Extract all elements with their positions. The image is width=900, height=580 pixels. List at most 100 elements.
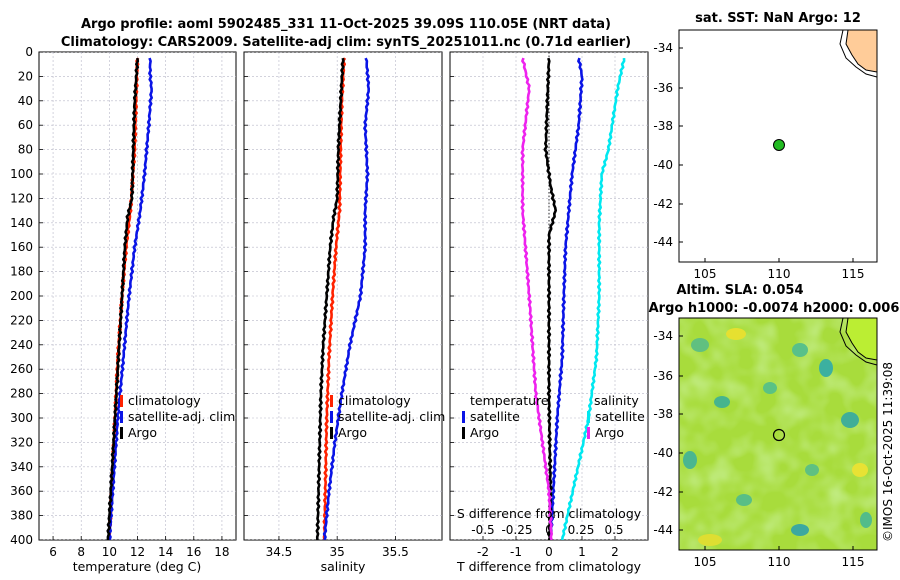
x-tick-label: 18 <box>214 545 229 559</box>
argo-float-marker-sla <box>772 428 786 442</box>
legend-s-argo: Argo <box>595 425 624 440</box>
difference-x-ticks: -2 -1 0 1 2 <box>477 545 619 559</box>
depth-tick-label: 80 <box>18 143 33 157</box>
depth-tick-label: 180 <box>10 265 33 279</box>
depth-tick-label: 340 <box>10 460 33 474</box>
temperature-lines <box>106 57 153 540</box>
salinity-grid <box>244 52 442 540</box>
depth-tick-label: 300 <box>10 411 33 425</box>
depth-tick-label: 60 <box>18 118 33 132</box>
x-tick-label: 10 <box>102 545 117 559</box>
depth-tick-label: 200 <box>10 289 33 303</box>
s-tick-label: -0.5 <box>471 523 494 537</box>
legend-climatology: climatology <box>128 393 201 408</box>
x-tick-label: -2 <box>477 545 489 559</box>
legend-temperature-title: temperature <box>470 393 549 408</box>
depth-tick-label: 140 <box>10 216 33 230</box>
sst-map-title: sat. SST: NaN Argo: 12 <box>695 11 861 26</box>
salinity-x-ticks: 34.5 35 35.5 <box>266 545 409 559</box>
legend-swatch-t-satellite <box>462 411 465 423</box>
legend-swatch-argo <box>330 427 333 439</box>
s-tick-label: -0.25 <box>501 523 532 537</box>
map-lat-label: -42 <box>653 485 673 499</box>
legend-argo: Argo <box>128 425 157 440</box>
x-tick-label: 34.5 <box>266 545 293 559</box>
depth-tick-label: 400 <box>10 533 33 547</box>
legend-swatch-t-argo <box>462 427 465 439</box>
depth-tick-label: 360 <box>10 484 33 498</box>
temperature-grid <box>39 52 236 540</box>
difference-lines <box>520 52 626 540</box>
series-temperature-argo <box>543 57 558 540</box>
legend-swatch-s-argo <box>587 427 590 439</box>
x-tick-label: 8 <box>77 545 85 559</box>
salinity-legend: climatology satellite-adj. clim Argo <box>330 393 445 440</box>
legend-satellite: satellite-adj. clim <box>338 409 445 424</box>
temperature-legend: climatology satellite-adj. clim Argo <box>120 393 235 440</box>
map-lat-label: -44 <box>653 235 673 249</box>
map-lat-label: -40 <box>653 446 673 460</box>
map-lat-label: -42 <box>653 197 673 211</box>
map-lon-label: 110 <box>768 555 791 569</box>
series-argo <box>315 57 345 540</box>
depth-tick-label: 220 <box>10 313 33 327</box>
x-tick-label: 12 <box>130 545 145 559</box>
temperature-x-ticks: 6 8 10 12 14 16 18 <box>49 545 229 559</box>
series-argo <box>106 57 140 540</box>
sla-map-ticks: 105 110 115 -34 -36 -38 -40 -42 -44 <box>653 329 864 569</box>
difference-grid <box>450 52 648 540</box>
map-lat-label: -40 <box>653 158 673 172</box>
map-lon-label: 115 <box>842 555 865 569</box>
depth-tick-label: 160 <box>10 240 33 254</box>
x-tick-label: 14 <box>158 545 173 559</box>
legend-t-argo: Argo <box>470 425 499 440</box>
x-tick-label: 35 <box>330 545 345 559</box>
map-lat-label: -34 <box>653 41 673 55</box>
map-lat-label: -34 <box>653 329 673 343</box>
depth-tick-label: 100 <box>10 167 33 181</box>
depth-tick-label: 280 <box>10 387 33 401</box>
figure-title: Argo profile: aoml 5902485_331 11-Oct-20… <box>81 17 611 32</box>
legend-climatology: climatology <box>338 393 411 408</box>
salinity-xlabel: salinity <box>321 559 366 574</box>
depth-tick-labels: 0 20 40 60 80 100 120 140 160 180 200 220 240 260 280 3… <box>10 45 33 547</box>
depth-tick-label: 120 <box>10 191 33 205</box>
sst-map-land <box>839 30 877 78</box>
sla-map-title: Altim. SLA: 0.054 <box>677 283 804 298</box>
series-satellite-adj-clim <box>322 57 371 540</box>
figure-subtitle: Climatology: CARS2009. Satellite-adj cli… <box>61 35 631 50</box>
s-tick-label: 0.5 <box>604 523 623 537</box>
x-tick-label: 1 <box>578 545 586 559</box>
depth-tick-label: 260 <box>10 362 33 376</box>
legend-swatch-climatology <box>330 395 333 407</box>
argo-float-marker <box>773 139 785 151</box>
salinity-lines <box>315 57 371 540</box>
series-salinity-argo <box>520 57 554 540</box>
depth-tick-label: 0 <box>25 45 33 59</box>
depth-tick-label: 40 <box>18 94 33 108</box>
legend-swatch-satellite <box>330 411 333 423</box>
map-lon-label: 115 <box>842 267 865 281</box>
map-lat-label: -36 <box>653 81 673 95</box>
sla-field <box>679 318 877 550</box>
legend-s-satellite: satellite <box>595 409 645 424</box>
map-lat-label: -38 <box>653 119 673 133</box>
sla-map <box>678 317 878 551</box>
series-satellite-adj-clim <box>107 57 153 540</box>
legend-salinity-title: salinity <box>594 393 639 408</box>
depth-tick-label: 240 <box>10 338 33 352</box>
map-lon-label: 105 <box>694 267 717 281</box>
legend-swatch-s-satellite <box>587 411 590 423</box>
x-tick-label: 2 <box>611 545 619 559</box>
depth-tick-label: 380 <box>10 509 33 523</box>
legend-t-satellite: satellite <box>470 409 520 424</box>
map-lat-label: -36 <box>653 369 673 383</box>
temperature-xlabel: temperature (deg C) <box>73 559 202 574</box>
map-lat-label: -44 <box>653 523 673 537</box>
x-tick-label: 0 <box>545 545 553 559</box>
x-tick-label: -1 <box>510 545 522 559</box>
x-tick-label: 6 <box>49 545 57 559</box>
legend-satellite: satellite-adj. clim <box>128 409 235 424</box>
map-lat-label: -38 <box>653 407 673 421</box>
x-tick-label: 35.5 <box>382 545 409 559</box>
